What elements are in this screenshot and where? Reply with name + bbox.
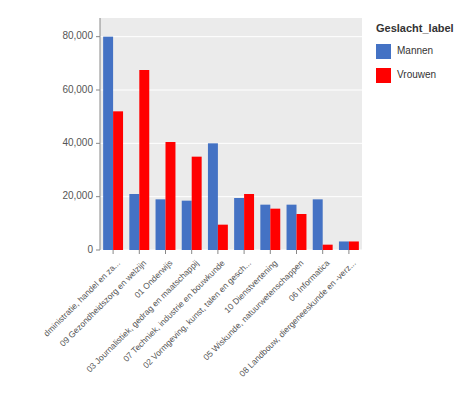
x-tick-label: 03 Journalistiek, gedrag en maatschappij <box>84 258 200 374</box>
bar <box>339 241 349 250</box>
y-tick-label: 80,000 <box>62 30 93 41</box>
legend: Geslacht_label Mannen Vrouwen <box>376 22 454 83</box>
legend-swatch <box>376 68 391 83</box>
bar <box>287 205 297 250</box>
legend-swatch <box>376 44 391 59</box>
x-tick <box>165 250 166 254</box>
x-tick <box>322 250 323 254</box>
bar <box>208 143 218 250</box>
x-tick <box>191 250 192 254</box>
bar <box>349 241 359 250</box>
bar <box>218 225 228 250</box>
x-tick-label: 08 Landbouw, diergeneeskunde en -verz... <box>237 258 358 379</box>
y-tick-label: 0 <box>87 244 93 255</box>
bar <box>234 198 244 250</box>
legend-label: Vrouwen <box>397 69 436 80</box>
x-tick <box>244 250 245 254</box>
y-tick-label: 20,000 <box>62 190 93 201</box>
legend-label: Mannen <box>397 45 433 56</box>
x-tick-label: 09 Gezondheidszorg en welzijn <box>58 258 149 349</box>
bar <box>270 209 280 250</box>
x-tick <box>113 250 114 254</box>
bar <box>166 142 176 250</box>
chart-svg: 0 20,000 40,000 60,000 80,000 dministratie, h… <box>0 0 476 407</box>
bar <box>244 194 254 250</box>
y-tick-label: 60,000 <box>62 84 93 95</box>
x-tick <box>296 250 297 254</box>
bars <box>103 37 359 250</box>
bar <box>113 111 123 250</box>
x-tick <box>270 250 271 254</box>
bar <box>313 199 323 250</box>
chart-container: 0 20,000 40,000 60,000 80,000 dministratie, h… <box>0 0 476 407</box>
x-tick <box>139 250 140 254</box>
bar <box>103 37 113 250</box>
x-tick <box>217 250 218 254</box>
x-tick-label: 02 Vormgeving, kunst, talen en gesch... <box>141 258 253 370</box>
bar <box>182 201 192 250</box>
bar <box>297 214 307 250</box>
y-axis-line <box>100 18 101 250</box>
bar <box>139 70 149 250</box>
y-tick <box>96 250 100 251</box>
y-tick-label: 40,000 <box>62 137 93 148</box>
y-tick <box>96 36 100 37</box>
bar <box>129 194 139 250</box>
bar <box>192 157 202 250</box>
y-tick <box>96 90 100 91</box>
bar <box>323 245 333 250</box>
plot-background <box>100 18 362 250</box>
x-tick <box>348 250 349 254</box>
bar <box>260 205 270 250</box>
grid-line <box>100 36 362 37</box>
bar <box>156 199 166 250</box>
legend-title: Geslacht_label <box>376 22 454 34</box>
x-axis: dministratie, handel en za...09 Gezondhe… <box>41 250 357 379</box>
y-tick <box>96 196 100 197</box>
x-tick-label: 05 Wiskunde, natuurwetenschappen <box>201 258 305 362</box>
y-axis: 0 20,000 40,000 60,000 80,000 <box>62 30 362 254</box>
y-tick <box>96 143 100 144</box>
